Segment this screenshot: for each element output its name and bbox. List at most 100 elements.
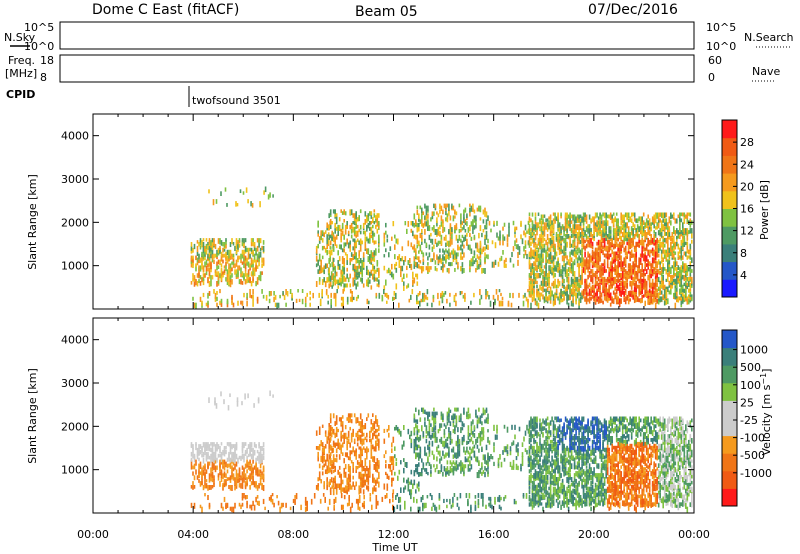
range-gate-cell (566, 284, 568, 291)
range-gate-cell (210, 245, 212, 252)
range-gate-cell (545, 251, 547, 258)
range-gate-cell (343, 275, 345, 282)
range-gate-cell (630, 226, 633, 231)
range-gate-cell (558, 263, 561, 268)
range-gate-cell (641, 278, 643, 283)
range-gate-cell (401, 246, 404, 251)
range-gate-cell (636, 284, 639, 289)
range-gate-cell (639, 286, 642, 292)
range-gate-cell (234, 449, 236, 455)
range-gate-cell (470, 221, 473, 227)
range-gate-cell (391, 477, 393, 483)
range-gate-cell (320, 267, 322, 274)
range-gate-cell (596, 291, 598, 296)
range-gate-cell (667, 243, 669, 250)
range-gate-cell (597, 265, 600, 272)
range-gate-cell (442, 229, 444, 234)
range-gate-cell (328, 283, 330, 289)
range-gate-cell (228, 477, 230, 481)
range-gate-cell (454, 225, 456, 230)
range-gate-cell (603, 267, 606, 274)
range-gate-cell (342, 298, 344, 305)
range-gate-cell (361, 483, 363, 488)
range-gate-cell (584, 245, 586, 251)
range-gate-cell (578, 263, 580, 269)
range-gate-cell (603, 253, 606, 258)
range-gate-cell (216, 265, 218, 271)
range-gate-cell (376, 436, 379, 442)
range-gate-cell (552, 280, 555, 287)
range-gate-cell (685, 280, 687, 285)
range-gate-cell (682, 230, 684, 236)
range-gate-cell (419, 434, 422, 441)
range-gate-cell (318, 475, 321, 481)
range-gate-cell (683, 263, 686, 269)
range-gate-cell (193, 463, 196, 470)
range-gate-cell (398, 469, 401, 475)
range-gate-cell (235, 479, 238, 485)
range-gate-cell (463, 252, 465, 258)
range-gate-cell (569, 284, 571, 288)
range-gate-cell (564, 253, 567, 259)
range-gate-cell (428, 234, 431, 241)
range-gate-cell (219, 449, 221, 454)
range-gate-cell (355, 222, 357, 229)
range-gate-cell (479, 289, 481, 296)
range-gate-cell (356, 460, 359, 465)
range-gate-cell (629, 290, 631, 294)
range-gate-cell (585, 286, 588, 293)
range-gate-cell (670, 267, 672, 273)
range-gate-cell (615, 226, 618, 231)
colorbar-tick-label: 28 (740, 136, 754, 149)
range-gate-cell (436, 438, 438, 443)
range-gate-cell (375, 292, 378, 297)
range-gate-cell (204, 261, 206, 268)
range-gate-cell (464, 292, 466, 300)
range-gate-cell (418, 429, 420, 433)
range-gate-cell (445, 234, 447, 241)
range-gate-cell (464, 221, 467, 225)
range-gate-cell (373, 221, 376, 225)
range-gate-cell (511, 252, 513, 258)
range-gate-cell (422, 464, 425, 470)
range-gate-cell (564, 212, 567, 218)
range-gate-cell (338, 417, 341, 422)
range-gate-cell (557, 267, 559, 273)
range-gate-cell (615, 212, 618, 216)
range-gate-cell (432, 296, 435, 303)
nsearch-tick-top: 10^5 (706, 21, 736, 34)
range-gate-cell (679, 247, 681, 254)
range-gate-cell (335, 489, 338, 495)
range-gate-cell (262, 465, 265, 472)
range-gate-cell (340, 244, 342, 250)
range-gate-cell (353, 440, 356, 445)
range-gate-cell (208, 444, 211, 449)
range-gate-cell (621, 286, 624, 292)
range-gate-cell (653, 290, 655, 297)
range-gate-cell (244, 255, 247, 261)
range-gate-cell (211, 275, 214, 280)
range-gate-cell (193, 275, 196, 281)
range-gate-cell (615, 282, 618, 289)
range-gate-cell (642, 220, 645, 226)
range-gate-cell (395, 283, 398, 290)
range-gate-cell (611, 284, 613, 289)
range-gate-cell (436, 268, 438, 272)
range-gate-cell (195, 265, 197, 272)
range-gate-cell (617, 253, 619, 258)
range-gate-cell (561, 298, 564, 303)
range-gate-cell (585, 226, 588, 232)
range-gate-cell (434, 203, 437, 209)
range-gate-cell (686, 241, 689, 247)
range-gate-cell (656, 292, 658, 298)
range-gate-cell (335, 426, 338, 434)
range-gate-cell (581, 257, 583, 262)
range-gate-cell (428, 244, 431, 250)
range-gate-cell (192, 447, 194, 454)
range-gate-cell (557, 228, 559, 232)
range-gate-cell (590, 269, 592, 274)
range-gate-cell (645, 269, 648, 275)
range-gate-cell (378, 279, 380, 285)
range-gate-cell (340, 302, 343, 307)
range-gate-cell (677, 296, 680, 303)
